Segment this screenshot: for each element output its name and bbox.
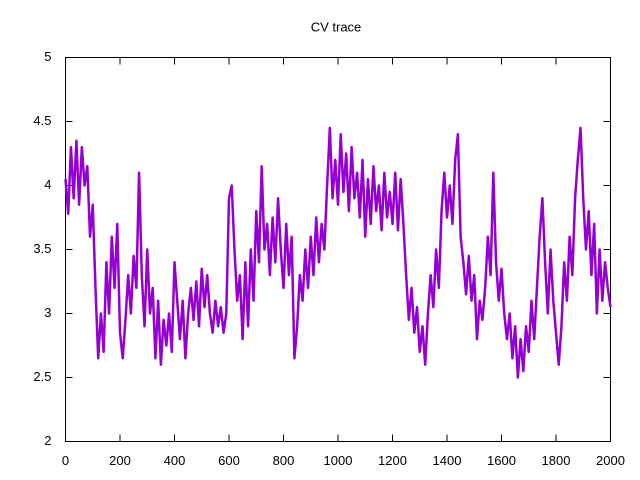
x-tick-label: 1800 — [542, 453, 571, 468]
x-tick-label: 1600 — [487, 453, 516, 468]
x-tick-label: 1000 — [324, 453, 353, 468]
y-tick-label: 3 — [44, 305, 51, 320]
x-tick-label: 2000 — [596, 453, 625, 468]
x-tick-label: 400 — [164, 453, 186, 468]
x-tick-label: 1200 — [378, 453, 407, 468]
y-tick-label: 2.5 — [33, 369, 51, 384]
y-tick-label: 4.5 — [33, 113, 51, 128]
x-tick-label: 800 — [273, 453, 295, 468]
y-tick-label: 2 — [44, 433, 51, 448]
x-tick-label: 600 — [218, 453, 240, 468]
chart-title: CV trace — [311, 19, 362, 34]
y-tick-label: 3.5 — [33, 241, 51, 256]
y-tick-label: 4 — [44, 177, 51, 192]
cv-line — [64, 126, 612, 379]
x-tick-label: 0 — [62, 453, 69, 468]
x-tick-label: 1400 — [433, 453, 462, 468]
y-tick-label: 5 — [44, 49, 51, 64]
x-tick-label: 200 — [109, 453, 131, 468]
